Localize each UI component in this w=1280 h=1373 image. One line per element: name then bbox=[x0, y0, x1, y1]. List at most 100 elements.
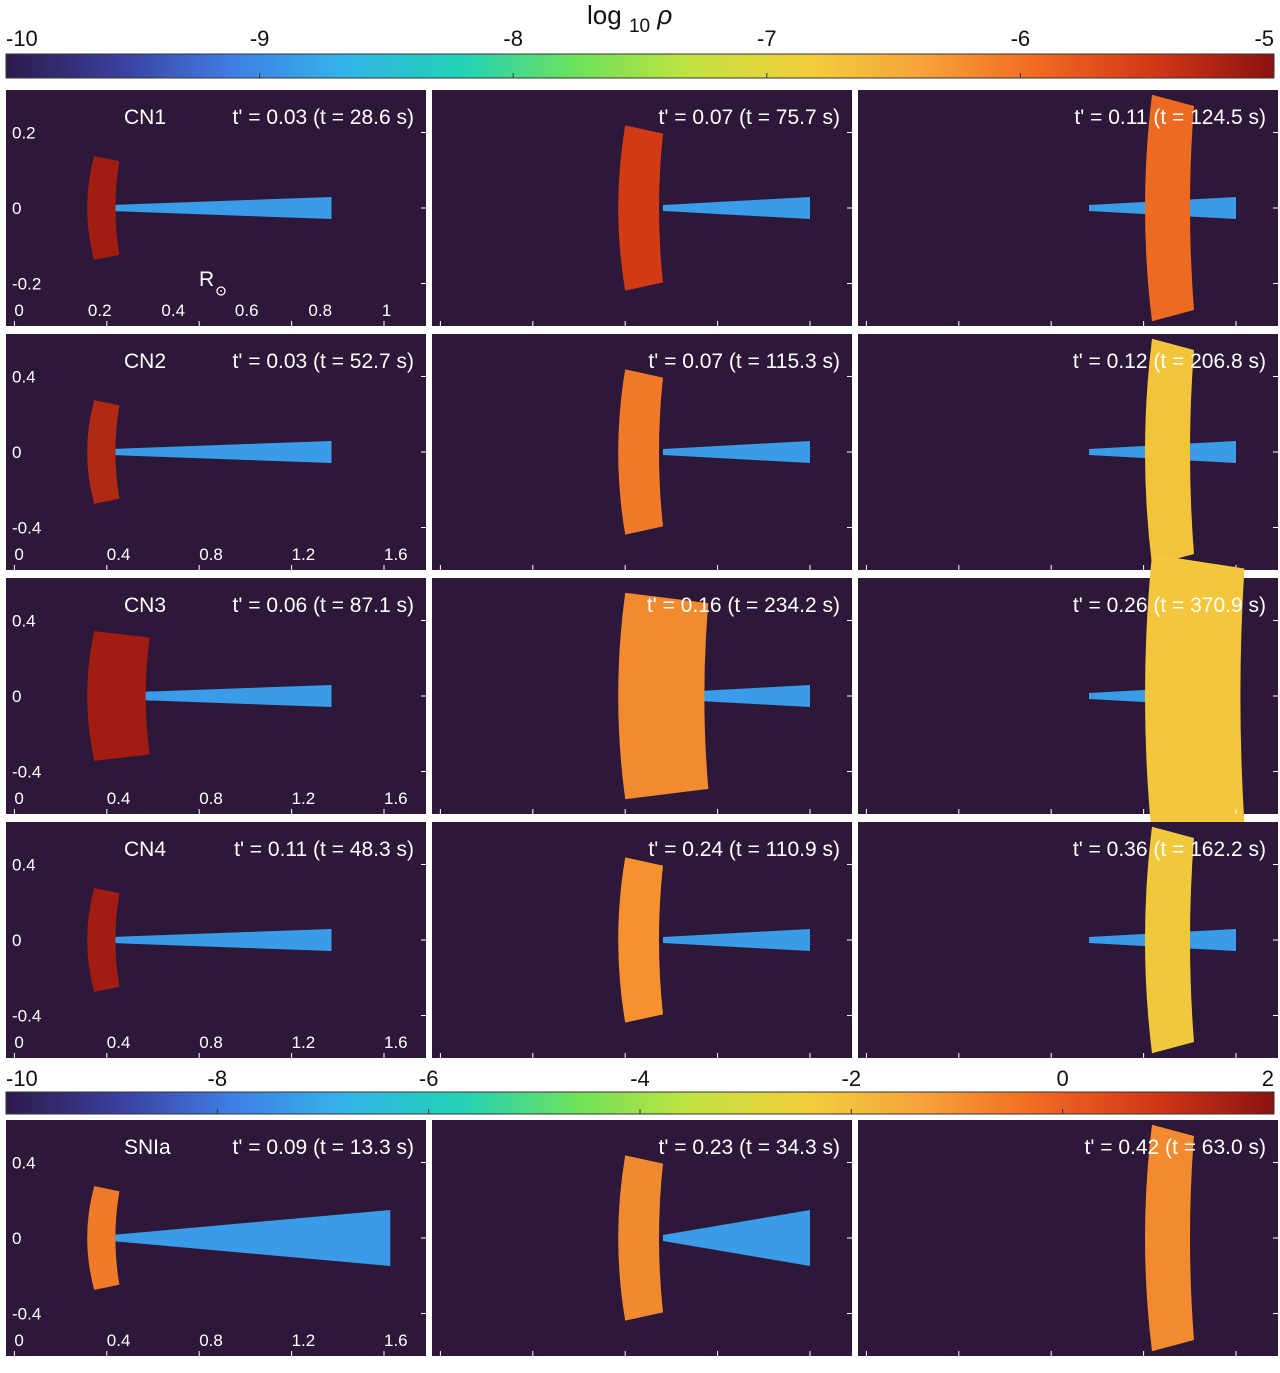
ejecta-shell bbox=[618, 592, 709, 800]
companion-wake bbox=[663, 441, 810, 463]
y-tick-label: -0.4 bbox=[12, 519, 41, 538]
ejecta-shell bbox=[87, 156, 120, 260]
colorbar-top: log 10 ρ -10 -9 -8 -7 -6 -5 bbox=[5, 0, 1275, 79]
ejecta-shell bbox=[87, 631, 150, 761]
panel-cn3-2: t' = 0.16 (t = 234.2 s) bbox=[432, 578, 852, 814]
ejecta-shell bbox=[1145, 338, 1194, 566]
model-label: CN2 bbox=[124, 350, 166, 373]
colorbar-bottom-tick-label: -6 bbox=[419, 1066, 439, 1091]
companion-wake bbox=[663, 685, 810, 707]
panel-cn1-3: t' = 0.11 (t = 124.5 s) bbox=[858, 90, 1278, 326]
colorbar-top-strip bbox=[5, 53, 1275, 79]
colorbar-bottom: -10 -8 -6 -4 -2 0 2 bbox=[5, 1066, 1275, 1115]
colorbar-bottom-tick-label: -4 bbox=[630, 1066, 650, 1091]
panel-cn1-1: t' = 0.03 (t = 28.6 s) CN1 0.2 0 -0.2 0 0.2 0.4… bbox=[6, 90, 426, 326]
x-tick-label: 1.2 bbox=[292, 545, 316, 564]
model-label: CN1 bbox=[124, 106, 166, 129]
x-tick-label: 0.2 bbox=[88, 301, 112, 320]
y-tick-label: 0.4 bbox=[12, 367, 36, 386]
panel-cn2-3: t' = 0.12 (t = 206.8 s) bbox=[858, 334, 1278, 570]
y-tick-label: 0 bbox=[12, 199, 21, 218]
panel-time-label: t' = 0.12 (t = 206.8 s) bbox=[1073, 350, 1266, 373]
model-label: CN3 bbox=[124, 594, 166, 617]
companion-wake bbox=[111, 441, 332, 463]
colorbar-title-log: log bbox=[587, 0, 622, 30]
panel-time-label: t' = 0.06 (t = 87.1 s) bbox=[233, 594, 414, 617]
colorbar-top-tick-label: -6 bbox=[1011, 26, 1031, 51]
x-tick-label: 0 bbox=[14, 1033, 23, 1052]
y-tick-label: 0 bbox=[12, 931, 21, 950]
x-tick-label: 0.8 bbox=[199, 545, 223, 564]
ejecta-shell bbox=[618, 369, 663, 535]
panel-time-label: t' = 0.26 (t = 370.9 s) bbox=[1073, 594, 1266, 617]
panel-time-label: t' = 0.16 (t = 234.2 s) bbox=[647, 594, 840, 617]
solar-symbol bbox=[216, 286, 226, 296]
companion-wake bbox=[663, 1210, 810, 1266]
companion-wake bbox=[111, 929, 332, 951]
y-tick-label: 0 bbox=[12, 687, 21, 706]
colorbar-title-symbol: ρ bbox=[656, 0, 672, 30]
panel-time-label: t' = 0.07 (t = 115.3 s) bbox=[648, 350, 840, 373]
x-tick-label: 1.2 bbox=[292, 1331, 316, 1350]
panel-cn4-2: t' = 0.24 (t = 110.9 s) bbox=[432, 822, 852, 1058]
y-tick-label: -0.4 bbox=[12, 1305, 41, 1324]
y-tick-label: 0.4 bbox=[12, 1153, 36, 1172]
x-tick-label: 1.6 bbox=[384, 789, 408, 808]
colorbar-title-sub: 10 bbox=[629, 16, 650, 37]
x-tick-label: 1 bbox=[382, 301, 391, 320]
x-tick-label: 0 bbox=[14, 1331, 23, 1350]
colorbar-bottom-tick-label: -8 bbox=[208, 1066, 228, 1091]
x-tick-label: 0.8 bbox=[308, 301, 332, 320]
panel-time-label: t' = 0.11 (t = 124.5 s) bbox=[1074, 106, 1266, 129]
x-tick-label: 1.6 bbox=[384, 545, 408, 564]
y-tick-label: 0 bbox=[12, 443, 21, 462]
companion-wake bbox=[111, 1210, 391, 1266]
companion-wake bbox=[111, 197, 332, 219]
panel-background bbox=[858, 1120, 1278, 1356]
x-tick-label: 1.6 bbox=[384, 1033, 408, 1052]
panel-time-label: t' = 0.11 (t = 48.3 s) bbox=[234, 838, 414, 861]
solar-symbol-dot bbox=[220, 290, 222, 292]
x-tick-label: 0.8 bbox=[199, 1033, 223, 1052]
colorbar-bottom-tick-label: 2 bbox=[1262, 1066, 1274, 1091]
x-tick-label: 0 bbox=[14, 301, 23, 320]
companion-wake bbox=[663, 929, 810, 951]
panel-time-label: t' = 0.36 (t = 162.2 s) bbox=[1073, 838, 1266, 861]
panel-snia-1: t' = 0.09 (t = 13.3 s) SNIa 0.4 0 -0.4 0 0.4 0.… bbox=[6, 1120, 426, 1356]
panel-grid: t' = 0.03 (t = 28.6 s) CN1 0.2 0 -0.2 0 0.2 0.4… bbox=[6, 90, 1278, 1356]
colorbar-top-tick-label: -9 bbox=[250, 26, 270, 51]
y-tick-label: -0.4 bbox=[12, 763, 41, 782]
unit-label: R bbox=[199, 268, 214, 291]
x-tick-label: 0.4 bbox=[107, 545, 131, 564]
panel-cn2-2: t' = 0.07 (t = 115.3 s) bbox=[432, 334, 852, 570]
x-tick-label: 0.6 bbox=[235, 301, 259, 320]
colorbar-top-tick-label: -5 bbox=[1254, 26, 1274, 51]
colorbar-top-tick-label: -8 bbox=[503, 26, 523, 51]
panel-cn3-1: t' = 0.06 (t = 87.1 s) CN3 0.4 0 -0.4 0 0.4 0.8… bbox=[6, 578, 426, 814]
panel-time-label: t' = 0.24 (t = 110.9 s) bbox=[648, 838, 840, 861]
panel-time-label: t' = 0.07 (t = 75.7 s) bbox=[659, 106, 840, 129]
y-tick-label: 0.4 bbox=[12, 611, 36, 630]
x-tick-label: 0.4 bbox=[107, 1033, 131, 1052]
colorbar-top-tick-label: -10 bbox=[6, 26, 38, 51]
ejecta-shell bbox=[618, 125, 663, 291]
panel-cn4-1: t' = 0.11 (t = 48.3 s) CN4 0.4 0 -0.4 0 0.4 0.8… bbox=[6, 822, 426, 1058]
panel-cn1-2: t' = 0.07 (t = 75.7 s) bbox=[432, 90, 852, 326]
colorbar-bottom-tick-label: -2 bbox=[842, 1066, 862, 1091]
ejecta-shell bbox=[1145, 554, 1245, 838]
colorbar-bottom-tick-label: 0 bbox=[1057, 1066, 1069, 1091]
y-tick-label: -0.2 bbox=[12, 275, 41, 294]
model-label: SNIa bbox=[124, 1136, 171, 1159]
companion-wake bbox=[663, 197, 810, 219]
panel-time-label: t' = 0.23 (t = 34.3 s) bbox=[659, 1136, 840, 1159]
ejecta-shell bbox=[87, 400, 120, 504]
colorbar-top-tick-label: -7 bbox=[757, 26, 777, 51]
ejecta-shell bbox=[1145, 1124, 1194, 1352]
ejecta-shell bbox=[618, 1155, 663, 1321]
ejecta-shell bbox=[618, 857, 663, 1023]
ejecta-shell bbox=[87, 888, 120, 992]
panel-time-label: t' = 0.42 (t = 63.0 s) bbox=[1085, 1136, 1266, 1159]
panel-cn4-3: t' = 0.36 (t = 162.2 s) bbox=[858, 822, 1278, 1058]
panel-snia-2: t' = 0.23 (t = 34.3 s) bbox=[432, 1120, 852, 1356]
companion-wake bbox=[111, 685, 332, 707]
